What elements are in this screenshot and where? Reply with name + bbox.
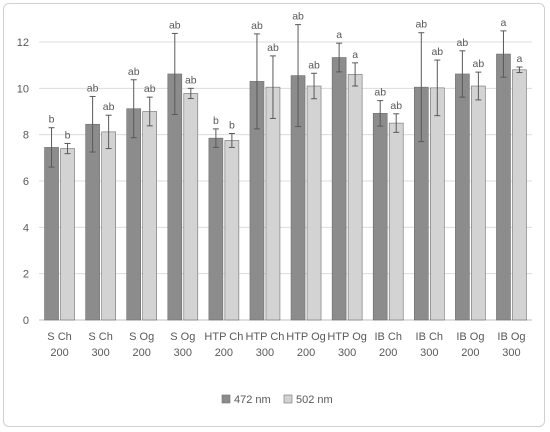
bar xyxy=(455,73,470,321)
significance-label: a xyxy=(352,49,358,61)
significance-label: ab xyxy=(292,11,304,23)
x-category-sublabel: 300 xyxy=(256,347,274,359)
significance-label: ab xyxy=(128,66,140,78)
bar xyxy=(372,113,388,321)
y-axis-ticks: 0 2 4 6 8 10 12 xyxy=(17,37,29,327)
significance-label: ab xyxy=(103,101,115,113)
y-tick-label: 6 xyxy=(23,176,29,188)
x-category-sublabel: 200 xyxy=(133,347,151,359)
x-category-label: S Og xyxy=(170,331,195,343)
x-category-label: HTP Ch xyxy=(204,331,243,343)
y-tick-label: 4 xyxy=(23,222,29,234)
bar xyxy=(183,93,199,321)
significance-label: a xyxy=(336,29,342,41)
y-tick-label: 8 xyxy=(23,130,29,142)
significance-label: ab xyxy=(251,20,263,32)
x-category-sublabel: 200 xyxy=(461,347,479,359)
significance-label: ab xyxy=(431,46,443,58)
x-category-sublabel: 300 xyxy=(502,347,520,359)
x-category-label: IB Og xyxy=(497,331,525,343)
significance-label: a xyxy=(501,17,507,29)
bar xyxy=(44,147,59,321)
significance-label: b xyxy=(213,115,219,127)
x-category-label: S Ch xyxy=(47,331,71,343)
significance-label: ab xyxy=(169,19,181,31)
bar xyxy=(126,108,142,321)
significance-label: ab xyxy=(185,74,197,86)
bar xyxy=(388,122,404,321)
y-tick-label: 2 xyxy=(23,269,29,281)
chart-container: 0 2 4 6 8 10 12 b b ab ab ab ab ab ab b b ab ab ab ab a a ab ab… xyxy=(3,3,545,427)
bar xyxy=(512,69,527,321)
x-category-sublabel: 200 xyxy=(297,347,315,359)
significance-label: b xyxy=(229,120,235,132)
significance-label: a xyxy=(517,53,523,65)
bar xyxy=(101,131,116,321)
x-category-label: HTP Og xyxy=(286,331,326,343)
bar xyxy=(265,86,281,321)
x-category-sublabel: 200 xyxy=(379,347,397,359)
legend-label: 502 nm xyxy=(296,394,333,406)
x-category-sublabel: 300 xyxy=(338,347,356,359)
significance-label: ab xyxy=(473,58,485,70)
significance-label: ab xyxy=(308,59,320,71)
bar xyxy=(60,148,75,321)
x-category-label: IB Ch xyxy=(374,331,402,343)
x-category-label: S Ch xyxy=(88,331,112,343)
x-category-sublabel: 300 xyxy=(420,347,438,359)
legend-label: 472 nm xyxy=(234,394,271,406)
legend-swatch xyxy=(283,394,293,404)
x-category-label: HTP Og xyxy=(327,331,367,343)
x-category-label: IB Og xyxy=(456,331,484,343)
x-category-label: S Og xyxy=(129,331,154,343)
bar xyxy=(347,74,363,321)
gridlines xyxy=(39,41,532,321)
significance-label: b xyxy=(65,129,71,141)
x-category-label: HTP Ch xyxy=(245,331,284,343)
bar xyxy=(142,111,158,321)
bar xyxy=(331,57,347,321)
x-category-sublabel: 200 xyxy=(215,347,233,359)
significance-label: ab xyxy=(144,83,156,95)
bar xyxy=(85,123,100,321)
significance-label: ab xyxy=(457,37,469,49)
x-category-sublabel: 300 xyxy=(174,347,192,359)
significance-label: b xyxy=(49,114,55,126)
bar xyxy=(471,85,486,321)
bar xyxy=(306,85,322,321)
bar xyxy=(224,140,240,321)
significance-label: ab xyxy=(415,19,427,31)
y-tick-label: 0 xyxy=(23,315,29,327)
significance-label: ab xyxy=(267,42,279,54)
x-category-sublabel: 300 xyxy=(91,347,109,359)
significance-label: ab xyxy=(390,100,402,112)
bar xyxy=(208,137,224,321)
bars xyxy=(44,53,527,321)
significance-label: ab xyxy=(87,82,99,94)
error-bars xyxy=(48,24,523,168)
legend-swatch xyxy=(221,394,231,404)
y-tick-label: 12 xyxy=(17,37,29,49)
legend: 472 nm 502 nm xyxy=(221,394,333,406)
significance-label: ab xyxy=(374,87,386,99)
y-tick-label: 10 xyxy=(17,83,29,95)
x-category-sublabel: 200 xyxy=(50,347,68,359)
x-category-label: IB Ch xyxy=(416,331,444,343)
bar xyxy=(496,53,511,321)
bar xyxy=(429,87,445,321)
x-axis-categories: S Ch 200 S Ch 300 S Og 200 S Og 300 HTP Ch 200 HTP… xyxy=(47,331,525,359)
